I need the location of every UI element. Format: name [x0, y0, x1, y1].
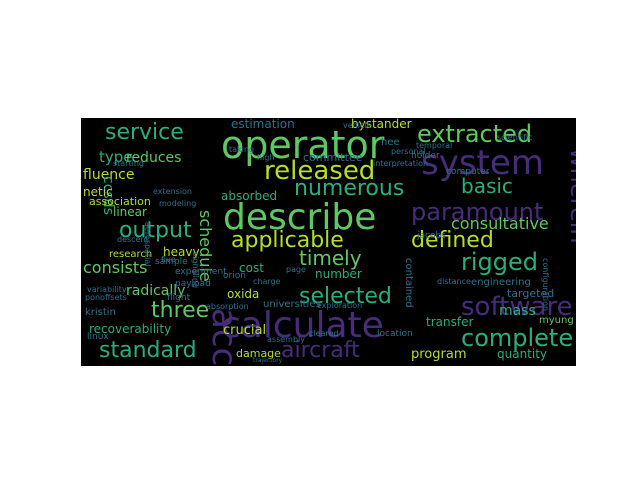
word-holder: holder	[411, 151, 440, 161]
word-released: released	[264, 156, 376, 186]
word-cloud: operator system describe calculate extracted…	[81, 118, 576, 366]
word-vehicle: vehicle	[343, 121, 372, 130]
word-program: program	[411, 347, 467, 362]
word-orion: orion	[223, 271, 246, 281]
word-experiment: experiment	[175, 267, 227, 277]
word-scientific: scientific	[497, 133, 533, 142]
word-absorption: absorption	[206, 302, 249, 311]
word-transfer: transfer	[426, 315, 474, 329]
word-applicable: applicable	[231, 228, 344, 253]
word-consultative: consultative	[451, 214, 549, 233]
word-standard: standard	[99, 338, 197, 363]
word-three: three	[151, 298, 210, 323]
word-oxida: oxida	[227, 287, 260, 301]
word-personal: personal	[391, 147, 426, 156]
word-assembly: assembly	[267, 335, 305, 344]
word-mass: mass	[499, 303, 536, 319]
word-engineering: engineering	[471, 277, 531, 288]
word-aircraft: aircraft	[281, 338, 360, 363]
word-wherein: wherein	[565, 148, 576, 244]
word-calculate: calculate	[221, 305, 384, 346]
word-linear: linear	[113, 205, 147, 219]
word-cost: cost	[239, 261, 264, 275]
word-system: system	[421, 143, 544, 183]
word-service: service	[105, 120, 184, 145]
word-rigged: rigged	[461, 248, 539, 276]
word-interpretation: interpretation	[373, 159, 429, 168]
word-describe: describe	[223, 197, 377, 238]
word-configuration: configuration	[541, 258, 550, 312]
word-cleared: cleared	[309, 329, 339, 338]
word-number: number	[315, 267, 362, 281]
word-extracted: extracted	[417, 120, 533, 148]
word-charge: charge	[253, 277, 281, 286]
word-sample: sample	[155, 257, 188, 267]
word-quantity: quantity	[497, 347, 548, 361]
word-ponoffsets: ponoffsets	[85, 293, 127, 302]
word-operator: operator	[221, 123, 385, 167]
word-location: location	[377, 329, 413, 339]
word-heavy: heavy	[163, 245, 200, 259]
word-flight: flight	[167, 293, 191, 303]
word-paramount: paramount	[411, 198, 544, 226]
word-universities: universities	[263, 299, 321, 310]
word-myung: myung	[539, 315, 574, 326]
word-starting: starting	[113, 159, 145, 168]
word-basic: basic	[461, 174, 513, 198]
word-output: output	[119, 218, 192, 243]
word-exploration: exploration	[317, 301, 363, 310]
word-bystander: bystander	[351, 118, 412, 131]
word-page: page	[286, 265, 306, 274]
word-descent: descent	[117, 235, 149, 244]
word-kristin: kristin	[85, 307, 116, 318]
word-absorbed: absorbed	[221, 189, 278, 203]
word-complete: complete	[461, 324, 574, 352]
word-committee: committee	[303, 151, 363, 164]
word-taking: taking	[229, 145, 255, 154]
word-type: type	[99, 148, 133, 166]
word-hee: hee	[381, 137, 400, 148]
word-software: software	[461, 292, 573, 322]
word-crucial: crucial	[223, 323, 267, 338]
word-trajectory: trajectory	[253, 357, 283, 364]
word-distance: distance	[437, 277, 471, 286]
word-netic: netic	[83, 185, 113, 199]
word-computer: computer	[446, 167, 490, 177]
word-recoverability: recoverability	[89, 322, 172, 336]
word-reduces: reduces	[126, 150, 182, 166]
word-contained: contained	[403, 258, 414, 308]
word-jacobs: jacobs	[417, 231, 446, 241]
word-linux: linux	[87, 332, 109, 342]
word-signaling: signaling	[191, 252, 200, 289]
word-targeted: targeted	[507, 287, 555, 300]
word-extension: extension	[153, 187, 192, 196]
word-consists: consists	[83, 258, 148, 277]
word-high: high	[257, 153, 275, 162]
word-association: association	[89, 195, 151, 208]
word-defined: defined	[411, 228, 494, 253]
word-temporal: temporal	[416, 141, 453, 150]
word-modeling: modeling	[159, 199, 197, 208]
word-five: five	[161, 255, 176, 264]
word-selected: selected	[299, 284, 392, 309]
word-radically: radically	[126, 283, 186, 299]
word-variability: variability	[87, 285, 127, 294]
word-aerospatial: aerospatial	[143, 222, 152, 267]
word-timely: timely	[299, 246, 362, 270]
word-numerous: numerous	[294, 176, 405, 201]
word-research: research	[109, 249, 153, 260]
word-fluence: fluence	[83, 167, 135, 183]
word-damage: damage	[236, 347, 281, 360]
word-estimation: estimation	[231, 118, 295, 131]
word-payload: payload	[175, 279, 211, 289]
